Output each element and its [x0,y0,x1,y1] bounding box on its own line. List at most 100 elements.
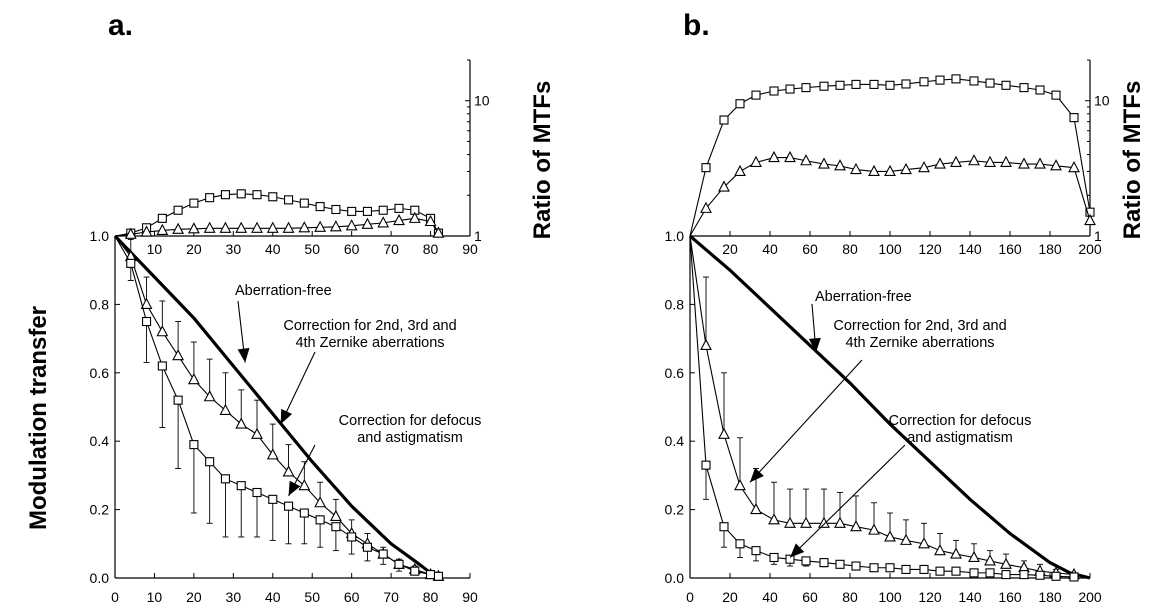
panel-a-x-tick-label: 60 [344,589,360,605]
panel-a-point-square [173,395,183,405]
panel-b-inset-point-triangle [884,164,896,177]
panel-a-point-triangle [298,478,311,491]
panel-b-x-tick-label: 20 [722,589,738,605]
panel-a-point-square [126,258,136,268]
panel-b-point-square [1069,572,1079,582]
panel-a-inset-point-triangle [282,221,295,233]
panel-a-inset-point-triangle [156,223,169,235]
panel-b-inset-point-triangle [1084,213,1096,226]
panel-b-x-tick-label: 140 [958,589,982,605]
panel-b-point-triangle [700,338,712,350]
panel-a-point-square [347,532,357,542]
panel-b-inset-point-square [835,80,845,90]
panel-a-point-square [394,559,404,569]
panel-b-inset-point-triangle [700,201,712,213]
panel-a-point-square [205,457,215,467]
panel-b-annotation-arrow [789,444,906,558]
panel-b-point-triangle [734,478,746,491]
panel-b-x-tick-label: 40 [762,589,778,605]
panel-b-ratio-label: Ratio of MTFs [1119,81,1146,240]
panel-a-annotation-line: Correction for 2nd, 3rd and [283,318,456,334]
panel-b-point-square [985,568,995,578]
panel-a-inset-point-square [362,206,372,216]
panel-b-annotation-line: Correction for 2nd, 3rd and [833,318,1006,334]
panel-a-inset-point-square [268,192,278,202]
panel-b-point-square [719,522,729,532]
panel-a-point-triangle [172,349,185,361]
panel-b-inset-point-triangle [718,180,730,192]
panel-b-inset-point-square [819,81,829,91]
panel-a-inset-x-tick-label: 10 [147,241,163,257]
panel-a-point-triangle [156,325,169,337]
panel-b-inset-point-square [701,163,711,173]
panel-a-y-tick-label: 0.6 [90,365,110,381]
panel-b-annotation-line: 4th Zernike aberrations [845,335,994,351]
panel-b-point-triangle [800,516,812,528]
panel-b-annotation-line: and astigmatism [907,430,1013,446]
panel-b-x-tick-label: 100 [878,589,902,605]
panel-b-point-square [801,556,811,566]
panel-a-inset-point-triangle [187,222,200,234]
panel-b-inset-point-triangle [900,162,912,175]
panel-b-inset-x-tick-label: 80 [842,241,858,257]
panel-b-annotation-text: Correction for 2nd, 3rd and 4th Zernike a… [833,318,1006,351]
panel-a-x-tick-label: 40 [265,589,281,605]
panel-b-annotation-line: Aberration-free [815,289,912,305]
panel-a-annotation-arrowhead [237,347,250,363]
panel-a-x-tick-label: 30 [226,589,242,605]
panel-a-annotation-line: Correction for defocus [339,413,482,429]
panel-b-inset-point-triangle [1000,155,1012,167]
panel-a-inset-point-square [220,190,230,200]
panel-a-y-tick-label: 0.0 [90,570,110,586]
panel-b-inset-point-square [969,76,979,86]
panel-b-inset-point-triangle [934,157,946,169]
panel-b-inset-point-square [851,79,861,89]
panel-a-inset-point-square [157,213,167,223]
panel-a-point-triangle [140,297,153,309]
panel-b-chart: b. Ratio of MTFs 0 20 40 60 80 100 120 140 160 18… [665,9,1146,605]
panel-b-inset-point-square [1051,90,1061,100]
panel-a-point-square [378,549,388,559]
panel-a-inset-point-square [394,203,404,213]
panel-a-annotation-text: Correction for defocus and astigmatism [339,413,482,446]
panel-b-annotation-arrowhead [808,337,821,353]
panel-b-y-tick-label: 0.6 [665,365,685,381]
panel-b-x-tick-label: 80 [842,589,858,605]
panel-a-ratio-label: Ratio of MTFs [529,81,556,240]
panel-a-point-triangle [314,496,327,508]
panel-b-inset-point-square [1019,83,1029,93]
panel-a-inset-point-triangle [298,221,311,233]
panel-a-point-triangle [219,403,232,415]
panel-b-x-tick-label: 60 [802,589,818,605]
panel-a-inset-point-triangle [251,221,263,233]
panel-b-inset-point-triangle [1050,159,1062,171]
panel-b-inset-y-tick-label: 10 [1094,93,1110,109]
panel-a-point-triangle [187,372,200,385]
panel-a-point-square [268,494,278,504]
panel-a-x-tick-label: 20 [186,589,202,605]
panel-a-point-square [252,487,262,498]
panel-a-point-triangle [251,427,263,439]
panel-a-inset-point-square [252,190,262,200]
panel-b-point-triangle [1000,557,1012,569]
panel-a-x-tick-label: 50 [304,589,320,605]
panel-b-inset-point-triangle [850,162,862,175]
panel-b-point-triangle [784,516,796,528]
panel-b-point-square [735,539,745,549]
panel-a-annotation-line: Aberration-free [235,283,332,299]
panel-b-y-tick-label: 0.2 [665,502,685,518]
panel-a-inset-point-triangle [314,220,327,232]
panel-a-annotation-line: and astigmatism [357,430,463,446]
panel-b-inset-point-square [919,77,929,87]
panel-a-inset-point-square [236,189,246,199]
panel-b-y-tick-label: 0.8 [665,296,685,312]
panel-b-point-triangle [750,502,762,515]
panel-b-inset-point-square [951,74,961,84]
panel-b-y-tick-label: 1.0 [665,228,685,244]
panel-b-inset-point-triangle [768,150,780,163]
panel-a-point-triangle [266,448,279,460]
panel-b-inset-x-tick-label: 20 [722,241,738,257]
panel-a-point-square [220,474,230,484]
panel-a-inset-point-square [189,198,199,208]
panel-b-inset-x-tick-label: 160 [998,241,1022,257]
